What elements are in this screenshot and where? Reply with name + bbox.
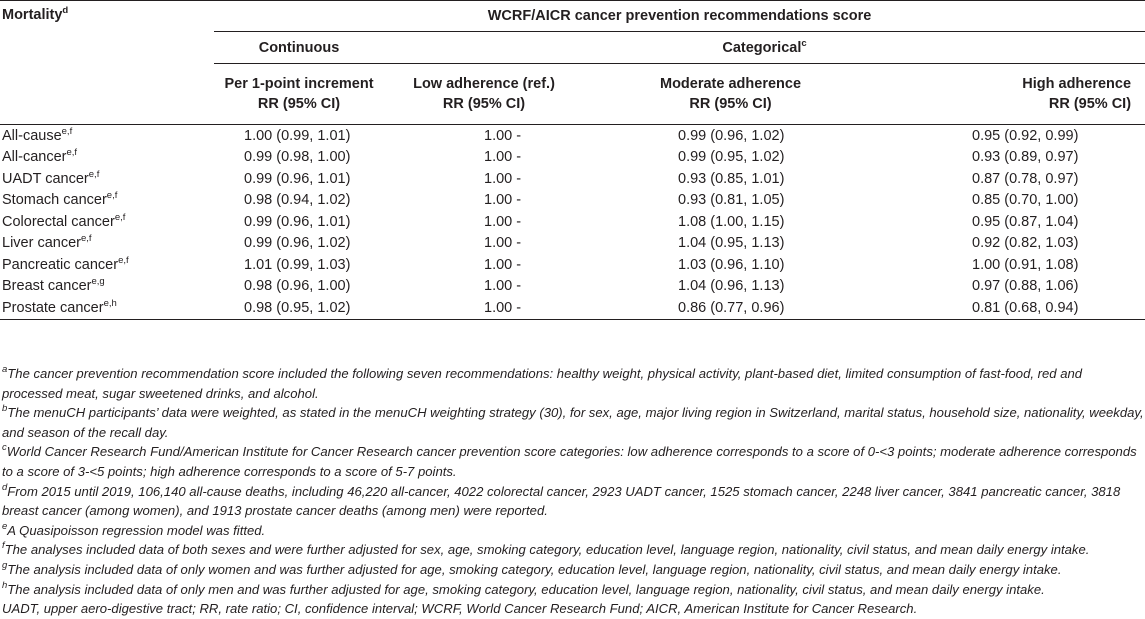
cell-continuous: 0.98 (0.94, 1.02): [244, 192, 351, 209]
cell-moderate: 0.99 (0.95, 1.02): [678, 149, 785, 166]
cell-continuous: 0.99 (0.96, 1.01): [244, 213, 351, 230]
cell-high: 0.95 (0.87, 1.04): [972, 213, 1079, 230]
column-header-moderate: Moderate adherence RR (95% CI): [584, 63, 877, 125]
cell-low: 1.00 -: [484, 256, 522, 273]
cell-moderate: 1.04 (0.95, 1.13): [678, 235, 785, 252]
footnotes: aThe cancer prevention recommendation sc…: [0, 364, 1145, 619]
table-row: Stomach cancere,f 0.98 (0.94, 1.02) 1.00…: [0, 190, 1145, 212]
footnote-c: cWorld Cancer Research Fund/American Ins…: [2, 442, 1137, 479]
cell-continuous: 0.99 (0.98, 1.00): [244, 149, 351, 166]
table-row: Colorectal cancere,f 0.99 (0.96, 1.01) 1…: [0, 211, 1145, 233]
row-label: Pancreatic cancere,f: [2, 254, 129, 273]
cell-low: 1.00 -: [484, 149, 522, 166]
cell-low: 1.00 -: [484, 213, 522, 230]
row-label: All-cancere,f: [2, 147, 78, 166]
footnote-abbreviations: UADT, upper aero-digestive tract; RR, ra…: [2, 601, 918, 617]
table-row: Breast cancere,g 0.98 (0.96, 1.00) 1.00 …: [0, 276, 1145, 298]
cell-high: 0.93 (0.89, 0.97): [972, 149, 1079, 166]
cell-high: 0.85 (0.70, 1.00): [972, 192, 1079, 209]
continuous-group-header: Continuous: [214, 31, 384, 64]
mortality-table: Mortalityd WCRF/AICR cancer prevention r…: [0, 0, 1145, 320]
row-label: UADT cancere,f: [2, 168, 100, 187]
table-row: UADT cancere,f 0.99 (0.96, 1.01) 1.00 - …: [0, 168, 1145, 190]
row-label: Liver cancere,f: [2, 233, 92, 252]
footnote-g: gThe analysis included data of only wome…: [2, 559, 1062, 577]
row-label: Stomach cancere,f: [2, 190, 118, 209]
cell-low: 1.00 -: [484, 278, 522, 295]
table-row: All-cancere,f 0.99 (0.98, 1.00) 1.00 - 0…: [0, 147, 1145, 169]
cell-moderate: 1.04 (0.96, 1.13): [678, 278, 785, 295]
column-header-high: High adherence RR (95% CI): [877, 63, 1145, 125]
row-label: Prostate cancere,h: [0, 297, 214, 320]
table-row: Prostate cancere,h 0.98 (0.95, 1.02) 1.0…: [0, 297, 1145, 320]
cell-low: 1.00 -: [484, 235, 522, 252]
mortality-header: Mortalityd: [0, 0, 214, 125]
footnote-e: eA Quasipoisson regression model was fit…: [2, 520, 266, 538]
cell-continuous: 0.98 (0.96, 1.00): [244, 278, 351, 295]
column-header-continuous: Per 1-point increment RR (95% CI): [214, 63, 384, 125]
cell-continuous: 0.99 (0.96, 1.01): [244, 170, 351, 187]
row-label: All-causee,f: [2, 125, 73, 144]
row-label: Breast cancere,g: [2, 276, 105, 295]
cell-moderate: 1.08 (1.00, 1.15): [678, 213, 785, 230]
cell-continuous: 0.99 (0.96, 1.02): [244, 235, 351, 252]
column-header-low: Low adherence (ref.) RR (95% CI): [384, 63, 584, 125]
footnote-b: bThe menuCH participants’ data were weig…: [2, 403, 1144, 440]
cell-continuous: 0.98 (0.95, 1.02): [214, 297, 384, 320]
footnote-h: hThe analysis included data of only men …: [2, 579, 1045, 597]
cell-moderate: 0.86 (0.77, 0.96): [584, 297, 877, 320]
table-row: All-causee,f 1.00 (0.99, 1.01) 1.00 - 0.…: [0, 125, 1145, 147]
cell-moderate: 0.99 (0.96, 1.02): [678, 127, 785, 144]
cell-moderate: 1.03 (0.96, 1.10): [678, 256, 785, 273]
cell-continuous: 1.01 (0.99, 1.03): [244, 256, 351, 273]
cell-high: 0.95 (0.92, 0.99): [972, 127, 1079, 144]
cell-low: 1.00 -: [484, 192, 522, 209]
cell-high: 0.87 (0.78, 0.97): [972, 170, 1079, 187]
footnote-a: aThe cancer prevention recommendation sc…: [2, 364, 1083, 401]
cell-high: 0.81 (0.68, 0.94): [877, 297, 1145, 320]
table-row: Liver cancere,f 0.99 (0.96, 1.02) 1.00 -…: [0, 233, 1145, 255]
score-title: WCRF/AICR cancer prevention recommendati…: [214, 0, 1145, 32]
cell-low: 1.00 -: [484, 127, 522, 144]
footnote-d: dFrom 2015 until 2019, 106,140 all-cause…: [2, 481, 1121, 519]
cell-low: 1.00 -: [384, 297, 584, 320]
cell-high: 0.97 (0.88, 1.06): [972, 278, 1079, 295]
cell-moderate: 0.93 (0.81, 1.05): [678, 192, 785, 209]
cell-low: 1.00 -: [484, 170, 522, 187]
categorical-group-header: Categoricalc: [384, 31, 1145, 64]
table-row: Pancreatic cancere,f 1.01 (0.99, 1.03) 1…: [0, 254, 1145, 276]
cell-moderate: 0.93 (0.85, 1.01): [678, 170, 785, 187]
cell-high: 0.92 (0.82, 1.03): [972, 235, 1079, 252]
row-label: Colorectal cancere,f: [2, 211, 126, 230]
cell-high: 1.00 (0.91, 1.08): [972, 256, 1079, 273]
footnote-f: fThe analyses included data of both sexe…: [2, 540, 1090, 558]
cell-continuous: 1.00 (0.99, 1.01): [244, 127, 351, 144]
